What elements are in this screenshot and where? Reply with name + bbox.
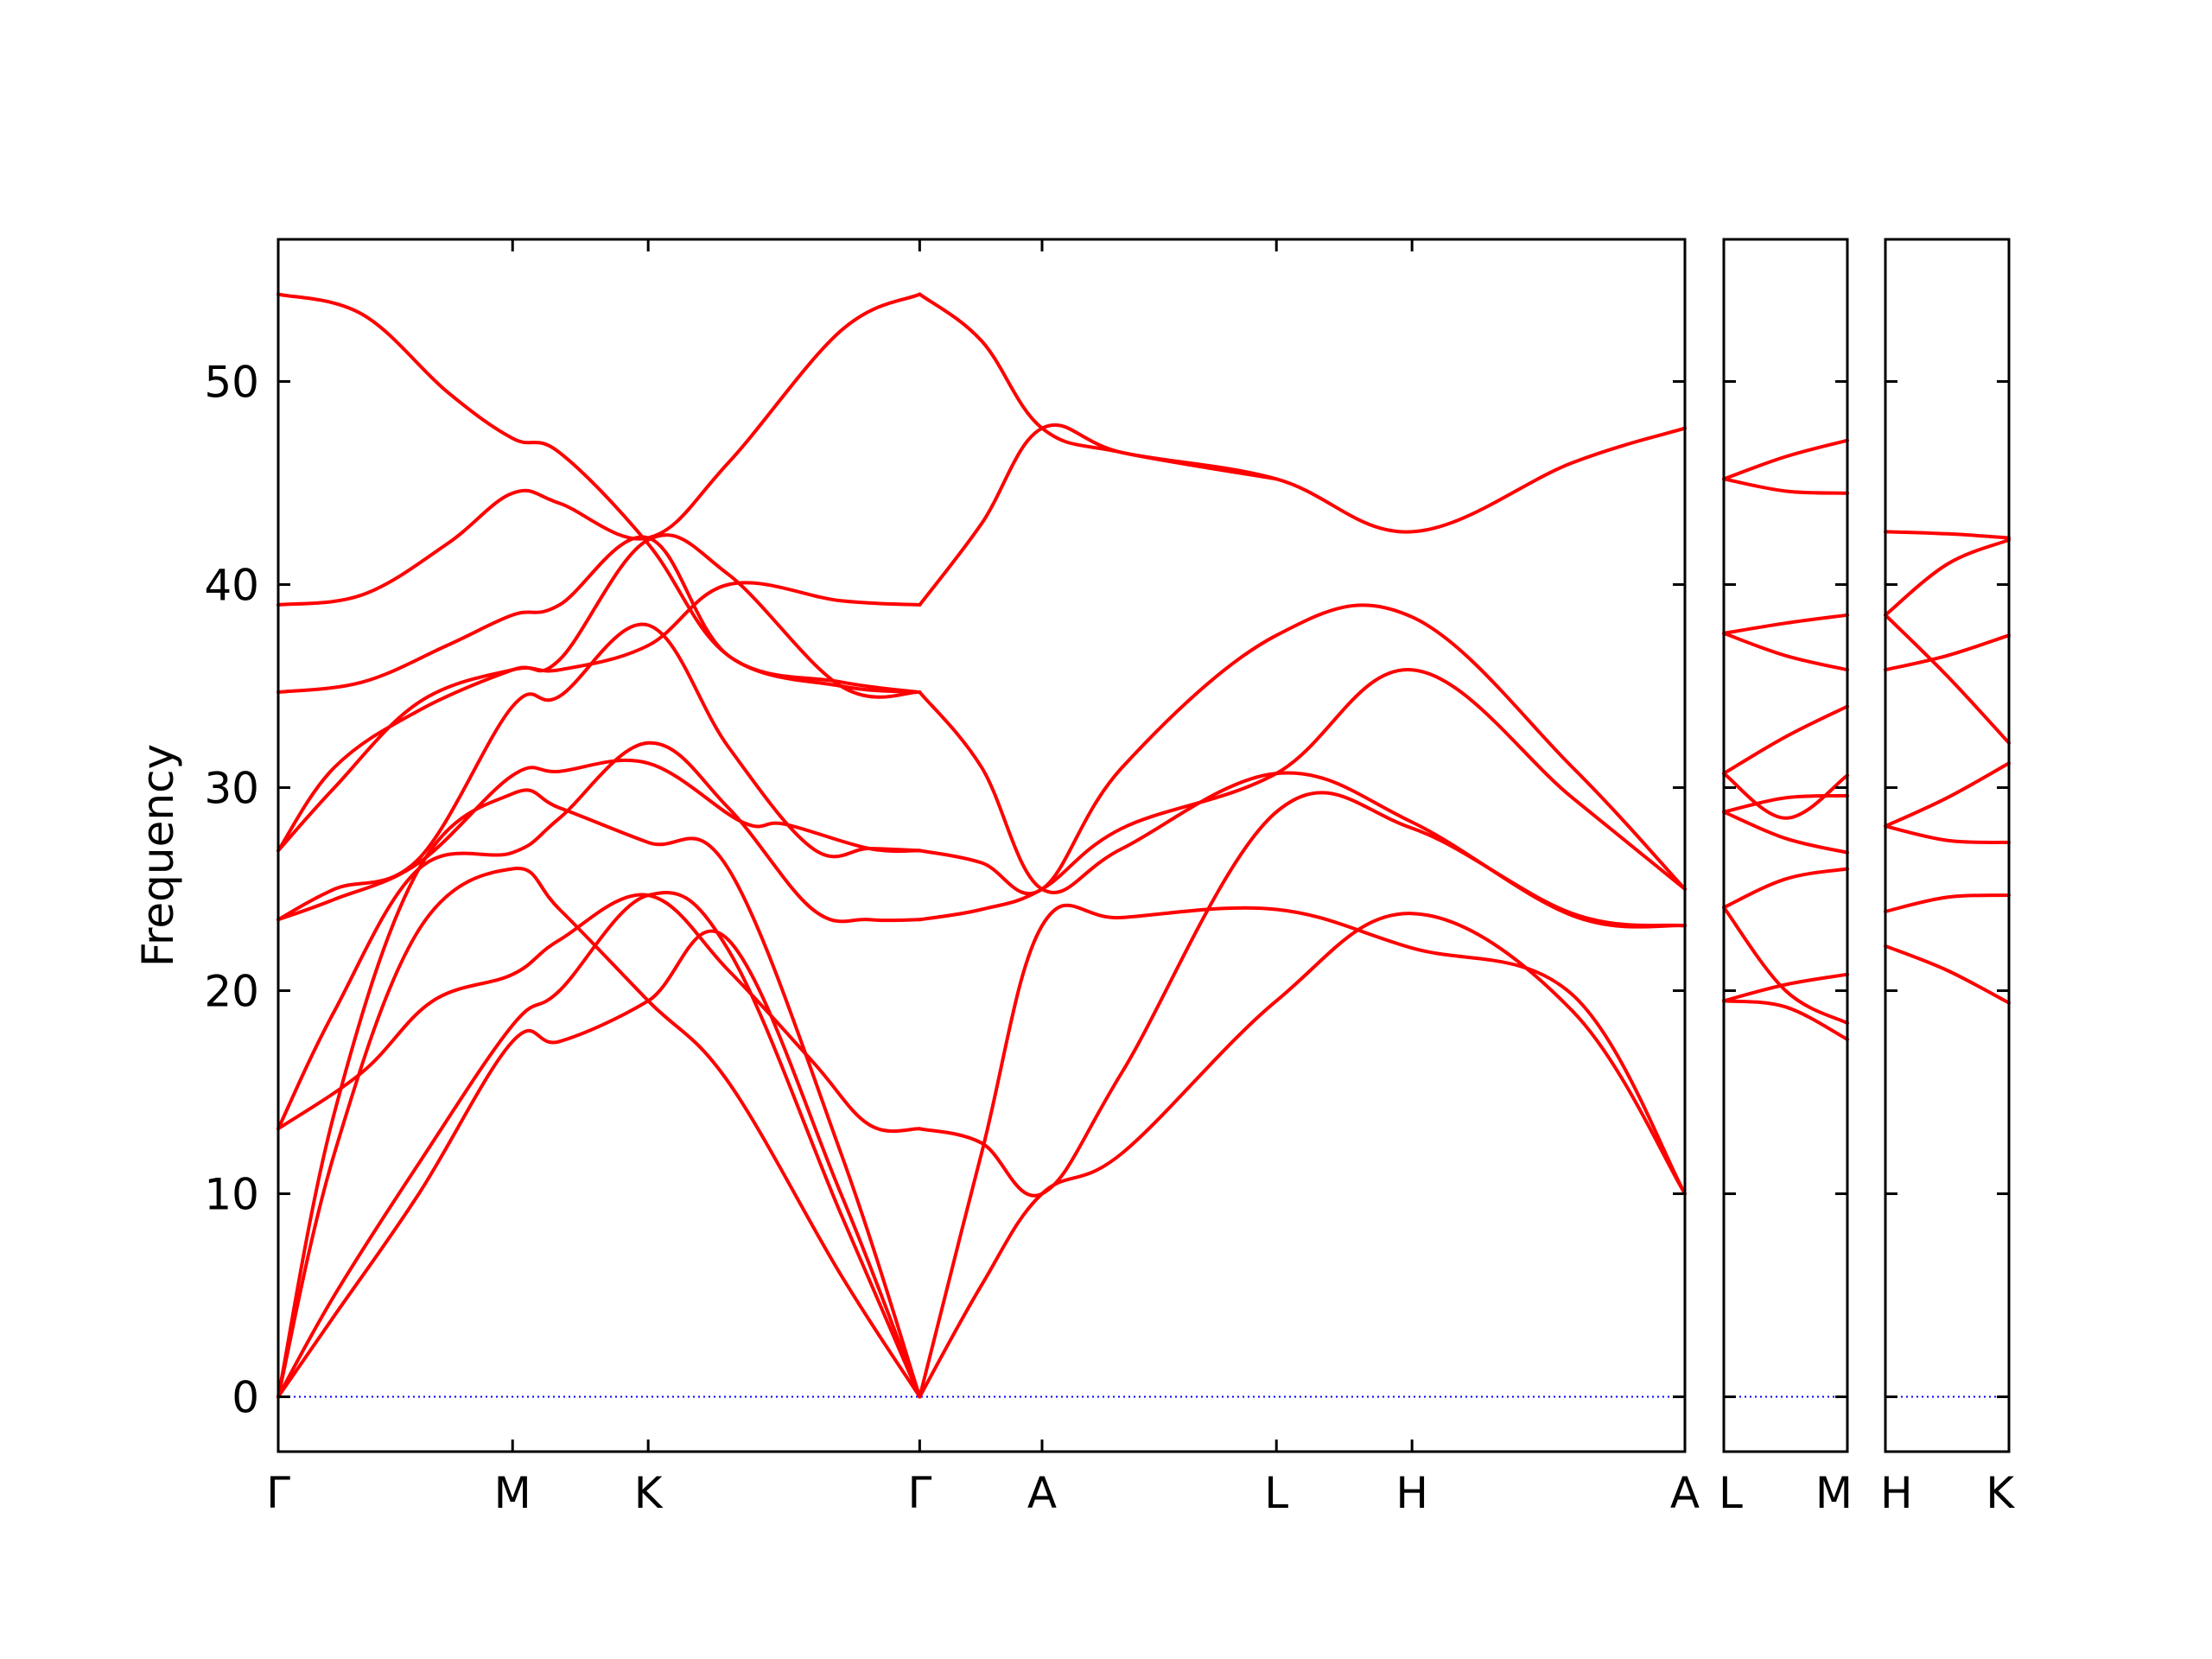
y-axis-label: Frequency	[133, 744, 183, 967]
x-tick-label: M	[494, 1468, 531, 1518]
panel-1: Γ M K Γ A L H A 0 10 20 30 40 50	[204, 238, 1700, 1518]
x-tick-label: K	[634, 1468, 664, 1518]
band-line-11	[276, 535, 922, 695]
band-line-21	[918, 292, 1279, 481]
band-line-1	[276, 929, 922, 1399]
band-line-15	[918, 903, 1687, 1399]
band-line-2	[1884, 893, 2011, 913]
band-line-19	[918, 690, 1687, 929]
band-line-12	[1722, 438, 1849, 481]
x-tick-label: L	[1264, 1468, 1288, 1518]
band-line-8	[1884, 530, 2011, 540]
band-line-6	[276, 741, 922, 1131]
band-line-5	[1722, 793, 1849, 814]
x-tick-label: L	[1719, 1468, 1743, 1518]
band-line-8	[1722, 704, 1849, 776]
y-tick-label: 0	[232, 1373, 259, 1423]
y-tick-label: 40	[204, 561, 259, 611]
x-tick-label: Γ	[907, 1468, 931, 1518]
band-line-1	[1722, 999, 1849, 1041]
x-tick-label: H	[1880, 1468, 1913, 1518]
plot-frame	[1722, 238, 1849, 1453]
y-tick-label: 10	[204, 1170, 259, 1220]
y-tick-label: 20	[204, 967, 259, 1017]
band-line-6	[1884, 633, 2011, 672]
y-tick-label: 30	[204, 764, 259, 814]
band-line-8	[276, 622, 922, 922]
band-line-7	[1722, 772, 1849, 820]
band-line-7	[276, 759, 922, 922]
band-line-3	[1722, 906, 1849, 1026]
band-line-9	[276, 581, 922, 853]
band-line-11	[1722, 477, 1849, 495]
band-line-3	[276, 867, 922, 1399]
plot-frame	[1884, 238, 2011, 1453]
band-line-10	[1722, 631, 1849, 672]
band-line-5	[276, 893, 922, 1134]
x-tick-label: K	[1986, 1468, 2015, 1518]
band-line-9	[1722, 613, 1849, 635]
band-line-3	[1884, 824, 2011, 844]
y-tick-label: 50	[204, 358, 259, 408]
band-line-20	[918, 423, 1687, 607]
band-line-13	[276, 292, 922, 695]
band-line-4	[1722, 867, 1849, 910]
band-line-4	[276, 788, 922, 1399]
band-line-14	[918, 912, 1687, 1399]
x-tick-label: H	[1395, 1468, 1428, 1518]
band-line-2	[276, 891, 922, 1399]
band-line-5	[1884, 613, 2011, 745]
x-tick-label: M	[1815, 1468, 1853, 1518]
x-tick-label: Γ	[266, 1468, 290, 1518]
x-tick-label: A	[1670, 1468, 1700, 1518]
plot-frame	[276, 238, 1687, 1453]
band-line-12	[276, 292, 922, 607]
x-tick-label: A	[1027, 1468, 1057, 1518]
band-line-2	[1722, 972, 1849, 1003]
band-line-1	[1884, 944, 2011, 1005]
band-line-6	[1722, 810, 1849, 855]
band-line-4	[1884, 761, 2011, 829]
band-line-18	[918, 603, 1687, 896]
band-line-7	[1884, 537, 2011, 617]
band-line-10	[276, 533, 922, 853]
